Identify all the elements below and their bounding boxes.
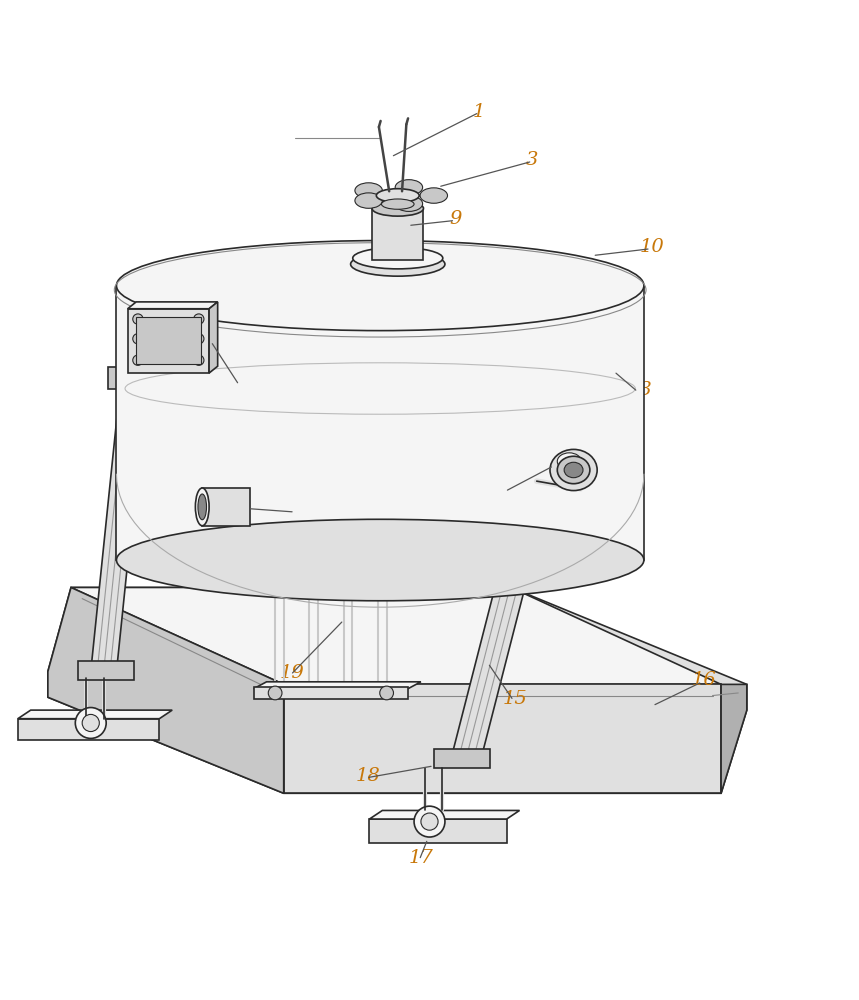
Ellipse shape: [355, 193, 382, 208]
Ellipse shape: [550, 449, 597, 491]
Polygon shape: [721, 684, 746, 793]
Polygon shape: [18, 710, 172, 719]
Circle shape: [76, 708, 107, 738]
Circle shape: [133, 355, 143, 365]
Ellipse shape: [557, 453, 582, 470]
Polygon shape: [128, 309, 209, 373]
Text: 1: 1: [473, 103, 485, 121]
Text: 18: 18: [356, 767, 381, 785]
Ellipse shape: [395, 180, 423, 195]
Text: 15: 15: [503, 690, 527, 708]
Ellipse shape: [381, 199, 414, 209]
Polygon shape: [434, 749, 490, 768]
Ellipse shape: [376, 189, 419, 202]
Text: 16: 16: [691, 671, 716, 689]
Ellipse shape: [420, 188, 448, 203]
Circle shape: [268, 686, 282, 700]
Ellipse shape: [198, 494, 206, 520]
Text: 13: 13: [627, 381, 652, 399]
Polygon shape: [117, 286, 644, 560]
Circle shape: [421, 813, 438, 830]
Text: 9: 9: [449, 210, 461, 228]
Polygon shape: [369, 819, 507, 843]
Polygon shape: [253, 567, 408, 579]
Polygon shape: [253, 562, 421, 569]
Polygon shape: [48, 587, 746, 793]
Text: 22: 22: [227, 374, 252, 392]
Polygon shape: [451, 491, 550, 759]
Circle shape: [380, 686, 393, 700]
Polygon shape: [369, 810, 520, 819]
Ellipse shape: [195, 488, 209, 526]
Polygon shape: [202, 488, 250, 526]
Polygon shape: [137, 317, 200, 364]
Polygon shape: [503, 481, 558, 500]
Text: 10: 10: [640, 238, 665, 256]
Text: 17: 17: [409, 849, 433, 867]
Circle shape: [414, 806, 445, 837]
Ellipse shape: [557, 456, 590, 484]
Polygon shape: [253, 682, 421, 689]
Circle shape: [193, 355, 204, 365]
Text: 20: 20: [284, 501, 309, 519]
Polygon shape: [108, 367, 164, 389]
Polygon shape: [372, 208, 423, 260]
Circle shape: [193, 334, 204, 344]
Polygon shape: [283, 684, 721, 793]
Circle shape: [133, 334, 143, 344]
Ellipse shape: [564, 462, 583, 478]
Circle shape: [82, 714, 100, 732]
Ellipse shape: [350, 252, 445, 276]
Polygon shape: [78, 661, 134, 680]
Polygon shape: [91, 380, 147, 672]
Ellipse shape: [372, 201, 423, 216]
Ellipse shape: [355, 183, 382, 198]
Circle shape: [193, 314, 204, 324]
Circle shape: [133, 314, 143, 324]
Ellipse shape: [117, 519, 644, 601]
Polygon shape: [253, 687, 408, 699]
Polygon shape: [71, 587, 721, 684]
Text: 19: 19: [280, 664, 305, 682]
Polygon shape: [209, 302, 217, 373]
Text: 3: 3: [527, 151, 539, 169]
Ellipse shape: [353, 247, 442, 269]
Ellipse shape: [117, 241, 644, 331]
Polygon shape: [128, 302, 217, 309]
Ellipse shape: [395, 196, 423, 211]
Text: 14: 14: [494, 481, 519, 499]
Polygon shape: [48, 587, 283, 793]
Polygon shape: [18, 719, 160, 740]
